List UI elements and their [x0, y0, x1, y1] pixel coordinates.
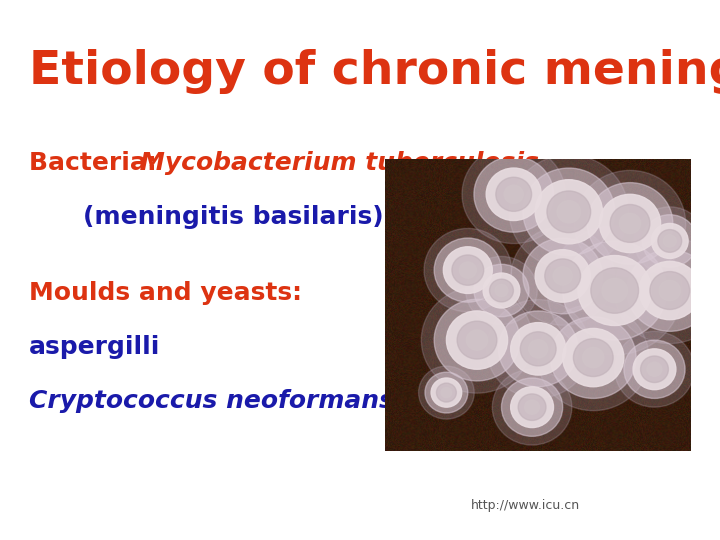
- Circle shape: [535, 249, 590, 302]
- Circle shape: [434, 299, 520, 381]
- Circle shape: [518, 394, 546, 421]
- Circle shape: [647, 362, 662, 376]
- Circle shape: [588, 183, 673, 264]
- Text: http://www.icu.cn: http://www.icu.cn: [471, 499, 580, 512]
- Circle shape: [510, 322, 566, 375]
- Circle shape: [498, 311, 578, 387]
- Circle shape: [425, 372, 468, 413]
- Circle shape: [547, 226, 683, 355]
- Circle shape: [434, 238, 501, 302]
- Circle shape: [496, 177, 531, 211]
- Text: aspergilli: aspergilli: [29, 335, 160, 359]
- Circle shape: [639, 261, 701, 320]
- Circle shape: [634, 207, 706, 275]
- Circle shape: [511, 227, 614, 325]
- Circle shape: [582, 347, 604, 368]
- Circle shape: [436, 383, 456, 402]
- Circle shape: [575, 171, 685, 276]
- Circle shape: [591, 268, 639, 313]
- Circle shape: [525, 400, 539, 414]
- Circle shape: [446, 311, 508, 369]
- Circle shape: [466, 256, 537, 325]
- Circle shape: [627, 249, 713, 332]
- Circle shape: [510, 387, 554, 428]
- Text: Cryptococcus neoformans: Cryptococcus neoformans: [29, 389, 394, 413]
- Circle shape: [624, 340, 685, 399]
- Circle shape: [573, 339, 613, 376]
- Circle shape: [474, 157, 554, 232]
- Circle shape: [658, 230, 682, 252]
- Circle shape: [550, 317, 636, 399]
- Circle shape: [563, 241, 667, 340]
- Circle shape: [641, 356, 668, 382]
- Circle shape: [459, 262, 477, 278]
- Circle shape: [509, 155, 629, 269]
- Circle shape: [444, 247, 492, 293]
- Circle shape: [504, 185, 523, 204]
- Circle shape: [652, 224, 688, 259]
- Circle shape: [431, 378, 462, 407]
- Circle shape: [650, 272, 690, 309]
- Circle shape: [633, 349, 676, 390]
- Circle shape: [441, 388, 451, 397]
- Circle shape: [659, 280, 680, 301]
- Circle shape: [553, 267, 572, 285]
- Circle shape: [578, 255, 652, 326]
- Circle shape: [424, 228, 512, 312]
- Circle shape: [599, 194, 661, 253]
- Text: Bacteria:: Bacteria:: [29, 151, 174, 175]
- Circle shape: [467, 330, 487, 350]
- Circle shape: [490, 279, 513, 302]
- Circle shape: [545, 259, 580, 293]
- Circle shape: [501, 378, 563, 436]
- Circle shape: [614, 238, 720, 343]
- Circle shape: [462, 145, 565, 244]
- Circle shape: [602, 278, 628, 303]
- Circle shape: [610, 205, 650, 242]
- Circle shape: [642, 215, 697, 267]
- Circle shape: [528, 340, 548, 358]
- Circle shape: [523, 238, 603, 314]
- Circle shape: [521, 332, 556, 366]
- Circle shape: [487, 300, 590, 398]
- Circle shape: [495, 285, 508, 296]
- Circle shape: [523, 168, 615, 255]
- Text: Mycobacterium tuberculosis: Mycobacterium tuberculosis: [140, 151, 539, 175]
- Circle shape: [535, 180, 603, 244]
- Circle shape: [547, 191, 590, 233]
- Circle shape: [421, 287, 533, 393]
- Text: Moulds and yeasts:: Moulds and yeasts:: [29, 281, 302, 305]
- Circle shape: [619, 213, 641, 234]
- Circle shape: [563, 328, 624, 387]
- Text: (meningitis basilaris): (meningitis basilaris): [83, 205, 384, 229]
- Circle shape: [483, 273, 520, 308]
- Circle shape: [486, 168, 541, 220]
- Circle shape: [452, 255, 484, 285]
- Text: Etiology of chronic meningitis: Etiology of chronic meningitis: [29, 49, 720, 93]
- Circle shape: [557, 200, 580, 223]
- Circle shape: [457, 321, 497, 359]
- Circle shape: [663, 235, 676, 247]
- Circle shape: [615, 332, 694, 407]
- Circle shape: [474, 264, 529, 317]
- Circle shape: [492, 369, 572, 445]
- Circle shape: [418, 366, 474, 419]
- Circle shape: [538, 305, 649, 410]
